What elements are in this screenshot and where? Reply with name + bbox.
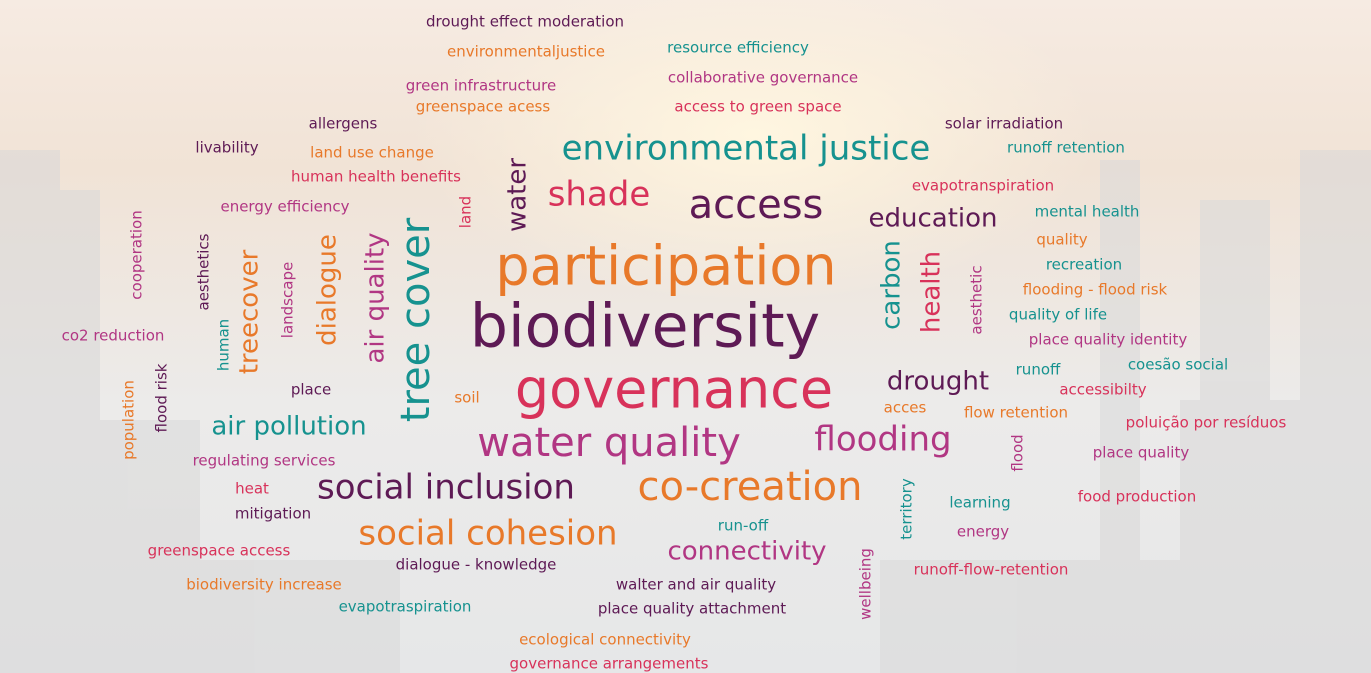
word: carbon bbox=[877, 240, 907, 330]
page: {"words": ["drought effect moderation", … bbox=[0, 0, 1371, 673]
word: place quality identity bbox=[1029, 331, 1188, 349]
word: biodiversity increase bbox=[186, 576, 342, 594]
word: drought effect moderation bbox=[426, 13, 624, 31]
word: runoff retention bbox=[1007, 139, 1125, 157]
word: environmental justice bbox=[562, 129, 931, 169]
word: flood bbox=[1009, 434, 1027, 471]
word: greenspace access bbox=[148, 542, 291, 560]
word: population bbox=[120, 380, 138, 460]
word: governance bbox=[515, 358, 833, 421]
word: health bbox=[917, 251, 947, 333]
word: green infrastructure bbox=[406, 77, 556, 95]
word: land bbox=[457, 196, 475, 228]
word: soil bbox=[454, 389, 479, 407]
word: solar irradiation bbox=[945, 115, 1063, 133]
word: connectivity bbox=[667, 537, 826, 567]
word: energy efficiency bbox=[220, 198, 349, 216]
word: evapotraspiration bbox=[339, 598, 472, 616]
word: resource efficiency bbox=[667, 39, 809, 57]
word: biodiversity bbox=[470, 292, 820, 362]
word: runoff bbox=[1016, 361, 1061, 379]
word: quality bbox=[1036, 231, 1087, 249]
word: mitigation bbox=[235, 505, 311, 523]
word: place bbox=[291, 381, 331, 399]
word: dialogue bbox=[313, 234, 343, 346]
word: accessibilty bbox=[1059, 381, 1146, 399]
word: food production bbox=[1078, 488, 1196, 506]
word: aesthetic bbox=[968, 265, 986, 334]
word: cooperation bbox=[128, 210, 146, 299]
word: water quality bbox=[477, 420, 741, 466]
word: air quality bbox=[361, 232, 391, 363]
word: air pollution bbox=[211, 412, 366, 442]
word: coesão social bbox=[1128, 356, 1228, 374]
word: greenspace acess bbox=[416, 98, 551, 116]
word: flow retention bbox=[964, 404, 1068, 422]
word: place quality bbox=[1093, 444, 1190, 462]
word: evapotranspiration bbox=[912, 177, 1054, 195]
word: learning bbox=[949, 494, 1010, 512]
word: run-off bbox=[718, 517, 769, 535]
word: co2 reduction bbox=[62, 327, 165, 345]
word-cloud: drought effect moderation environmentalju… bbox=[0, 0, 1371, 673]
word: recreation bbox=[1046, 256, 1122, 274]
word: acces bbox=[884, 399, 927, 417]
word: dialogue - knowledge bbox=[396, 556, 557, 574]
word: governance arrangements bbox=[510, 655, 709, 673]
word: co-creation bbox=[638, 464, 863, 510]
word: treecover bbox=[235, 249, 265, 374]
word: land use change bbox=[310, 144, 434, 162]
word: tree cover bbox=[393, 217, 439, 422]
word: human bbox=[215, 319, 233, 371]
word: poluição por resíduos bbox=[1126, 414, 1287, 432]
word: mental health bbox=[1035, 203, 1140, 221]
word: access to green space bbox=[674, 98, 841, 116]
word: runoff-flow-retention bbox=[914, 561, 1069, 579]
word: flood risk bbox=[153, 363, 171, 432]
word: allergens bbox=[309, 115, 378, 133]
word: shade bbox=[548, 175, 651, 215]
word: place quality attachment bbox=[598, 600, 786, 618]
word: water bbox=[503, 158, 533, 232]
word: quality of life bbox=[1009, 306, 1107, 324]
word: flooding bbox=[814, 420, 951, 460]
word: social inclusion bbox=[317, 468, 575, 508]
word: drought bbox=[887, 367, 989, 397]
word: wellbeing bbox=[857, 548, 875, 620]
word: ecological connectivity bbox=[519, 631, 691, 649]
word: energy bbox=[957, 523, 1009, 541]
word: walter and air quality bbox=[616, 576, 776, 594]
word: education bbox=[868, 204, 997, 234]
word: livability bbox=[195, 139, 258, 157]
word: social cohesion bbox=[358, 514, 617, 554]
word: human health benefits bbox=[291, 168, 461, 186]
word: access bbox=[689, 182, 824, 228]
word: flooding - flood risk bbox=[1023, 281, 1168, 299]
word: heat bbox=[235, 480, 269, 498]
word: regulating services bbox=[193, 452, 336, 470]
word: collaborative governance bbox=[668, 69, 858, 87]
word: environmentaljustice bbox=[447, 43, 605, 61]
word: territory bbox=[898, 478, 916, 540]
word: participation bbox=[495, 235, 836, 298]
word: aesthetics bbox=[195, 233, 213, 310]
word: landscape bbox=[279, 262, 297, 338]
